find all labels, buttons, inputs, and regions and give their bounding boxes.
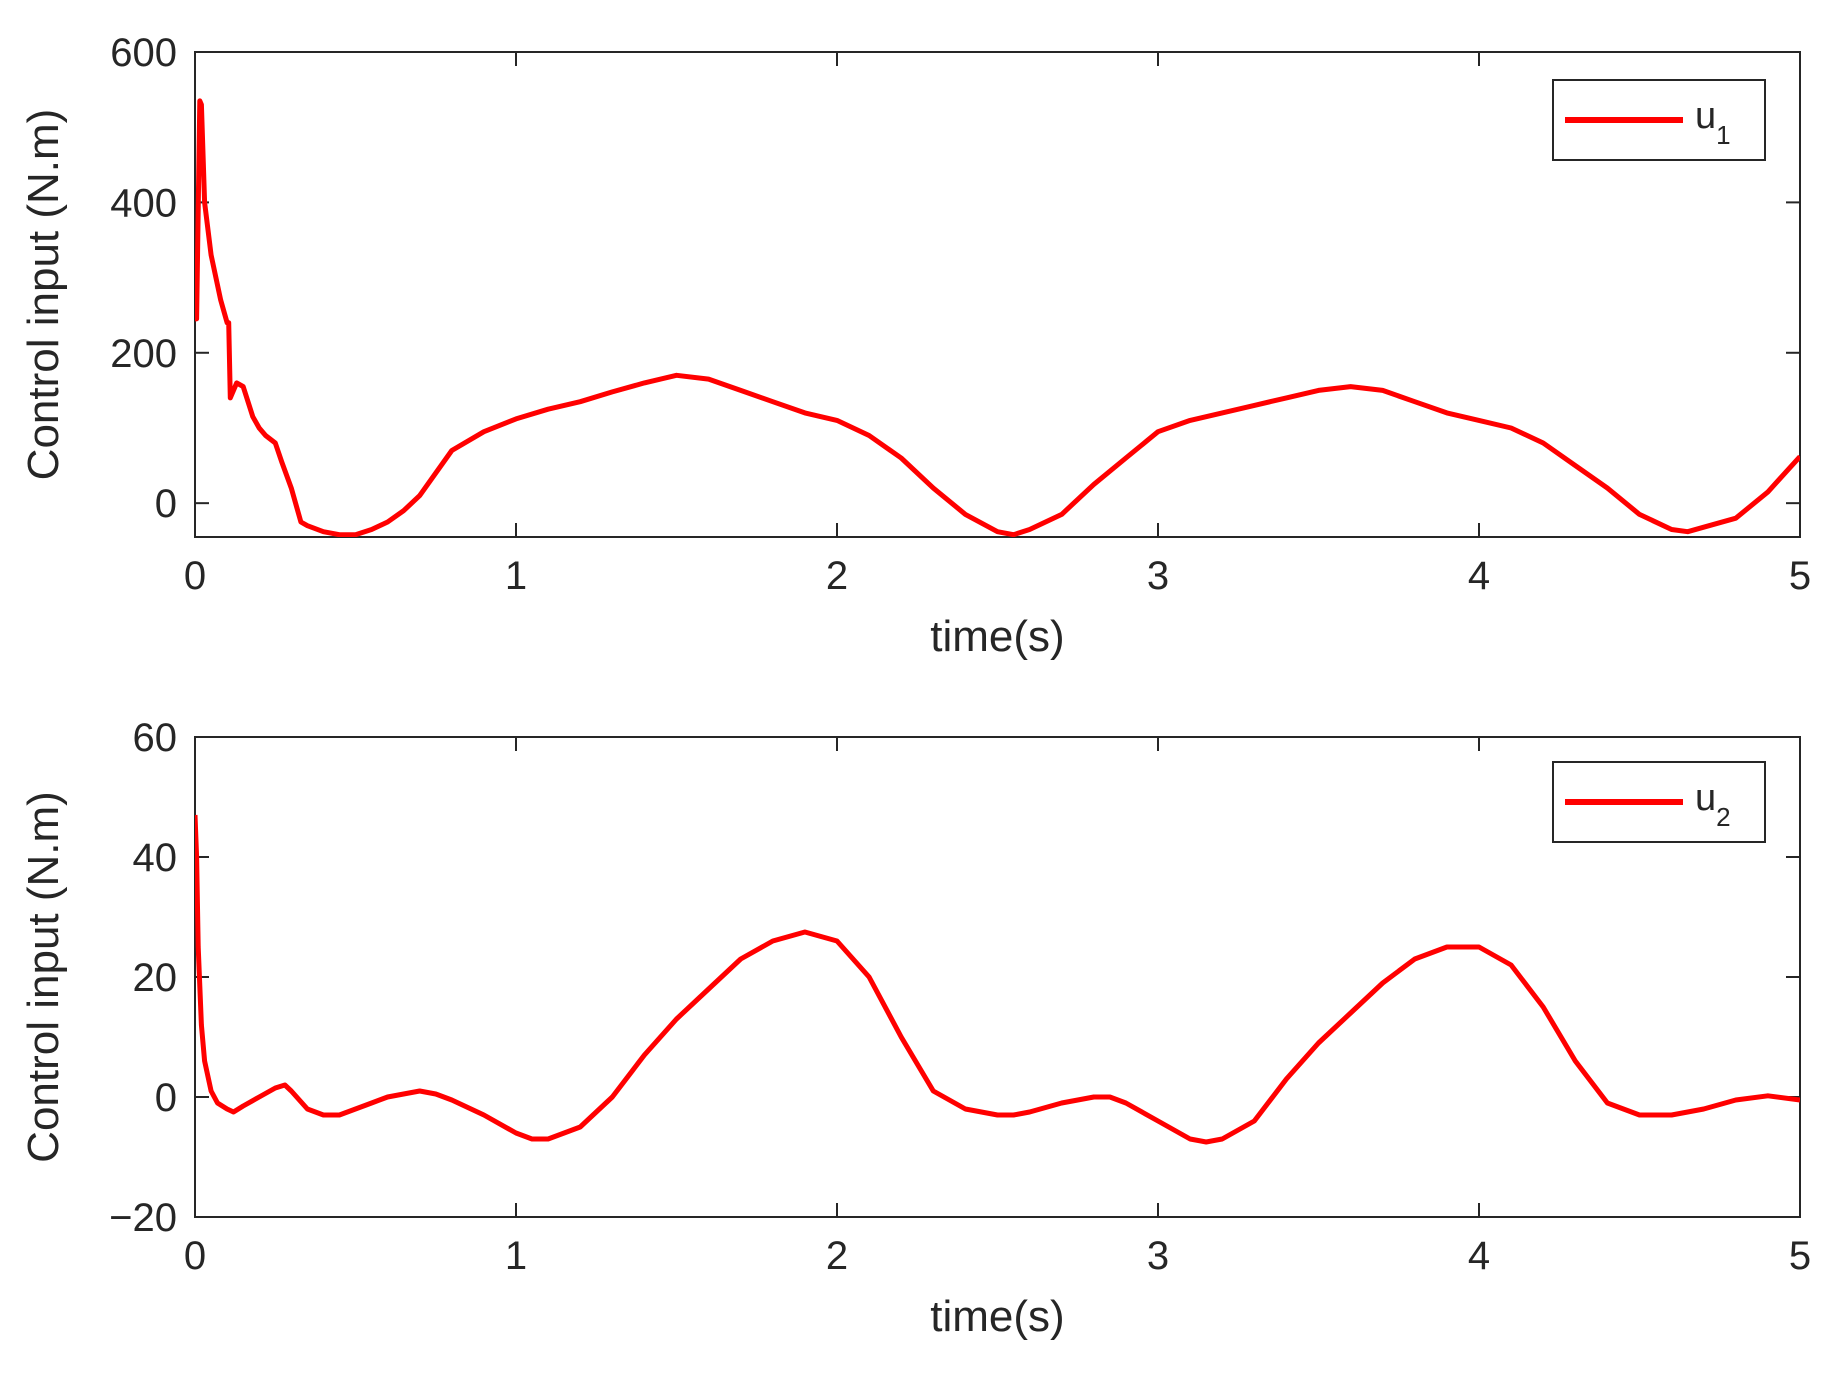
x-tick-label: 1 [505,554,527,598]
y-tick-label: 0 [155,482,177,526]
plot-area [194,51,1801,538]
y-tick-label: 600 [110,31,177,75]
y-axis-label: Control input (N.m) [19,791,68,1163]
y-tick-label: 0 [155,1076,177,1120]
x-tick-label: 2 [826,554,848,598]
x-tick-label: 3 [1147,1234,1169,1278]
x-tick-label: 4 [1468,554,1490,598]
x-tick-label: 5 [1789,1234,1811,1278]
x-tick-label: 1 [505,1234,527,1278]
x-tick-label: 4 [1468,1234,1490,1278]
y-axis-label: Control input (N.m) [19,109,68,481]
x-tick-label: 3 [1147,554,1169,598]
legend: u1 [1552,79,1766,161]
x-tick-label: 0 [184,554,206,598]
y-tick-label: 60 [133,716,178,760]
legend: u2 [1552,761,1766,843]
series-line-u2 [195,814,1800,1145]
x-axis-label: time(s) [930,612,1064,661]
y-tick-label: 400 [110,181,177,225]
y-tick-label: −20 [109,1196,177,1240]
series-line-u1 [195,98,1800,537]
x-tick-label: 0 [184,1234,206,1278]
chart-panel-1: 0 1 2 3 4 5 0 200 400 600 time(s) Control input (N.… [19,31,1811,661]
x-axis-label: time(s) [930,1292,1064,1341]
x-tick-label: 2 [826,1234,848,1278]
y-tick-label: 40 [133,836,178,880]
x-tick-label: 5 [1789,554,1811,598]
y-tick-label: 20 [133,956,178,1000]
y-tick-label: 200 [110,332,177,376]
